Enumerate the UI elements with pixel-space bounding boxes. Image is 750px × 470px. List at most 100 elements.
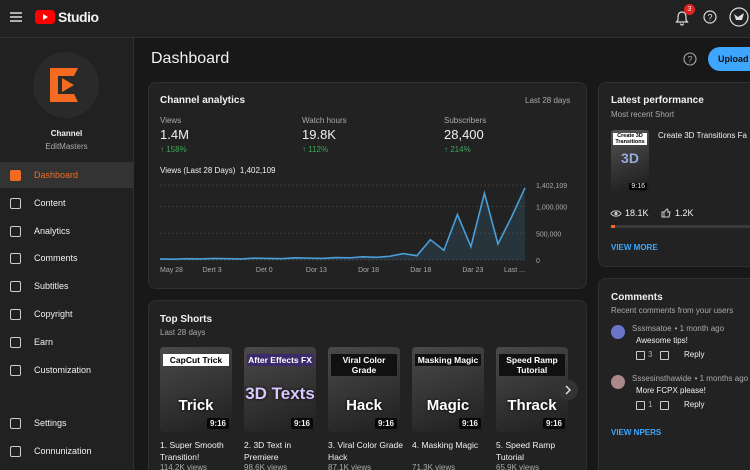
card-title: Channel analytics bbox=[160, 95, 246, 106]
duration: 9:16 bbox=[374, 418, 397, 429]
account-button[interactable] bbox=[729, 7, 749, 27]
nav-item[interactable]: Earn bbox=[0, 329, 133, 355]
like-button[interactable] bbox=[636, 351, 645, 360]
comment-time: • 1 month ago bbox=[674, 324, 725, 333]
thumb-text: Trick bbox=[178, 397, 214, 414]
nav-item[interactable]: Subtitles bbox=[0, 273, 133, 299]
logo-icon[interactable] bbox=[35, 10, 55, 24]
notification-badge: 3 bbox=[684, 4, 695, 15]
nav-icon bbox=[10, 197, 21, 209]
short-views: 65.9K views bbox=[496, 463, 540, 470]
thumb-tag: Speed Ramp Tutorial bbox=[499, 354, 565, 376]
short-thumbnail[interactable]: CapCut Trick Trick 9:16 bbox=[160, 347, 232, 432]
nav-label: Connunization bbox=[34, 446, 92, 456]
nav-item[interactable]: Connunization bbox=[0, 438, 133, 464]
nav-icon bbox=[10, 446, 21, 457]
card-subtitle: Recent comments from your users bbox=[611, 306, 734, 315]
card-subtitle: Most recent Short bbox=[611, 110, 675, 119]
next-button[interactable] bbox=[557, 379, 579, 401]
stat-label: Watch hours bbox=[302, 116, 347, 125]
chart-label: Views (Last 28 Days) bbox=[160, 166, 236, 175]
thumb-tag: Masking Magic bbox=[415, 354, 481, 366]
thumb-text: Magic bbox=[426, 397, 470, 414]
nav-item[interactable]: Customization bbox=[0, 357, 133, 383]
video-title[interactable]: Create 3D Transitions Fa bbox=[658, 131, 747, 140]
comment-header: Sssesinsthawide • 1 months ago bbox=[632, 374, 748, 383]
short-thumbnail[interactable]: Masking Magic Magic 9:16 bbox=[412, 347, 484, 432]
nav-icon bbox=[10, 281, 21, 293]
thumb-text: 3D bbox=[621, 150, 639, 166]
stat-change: ↑ 112% bbox=[302, 145, 329, 154]
nav-label: Comments bbox=[34, 253, 78, 264]
reply-button[interactable]: Reply bbox=[684, 350, 705, 359]
svg-text:?: ? bbox=[707, 13, 712, 23]
help-icon[interactable]: ? bbox=[683, 52, 697, 66]
thumb-tag: After Effects FX bbox=[247, 354, 313, 366]
stat-change: ↑ 158% bbox=[160, 145, 187, 154]
card-title: Latest performance bbox=[611, 95, 704, 106]
nav-label: Settings bbox=[34, 418, 67, 428]
nav-icon bbox=[10, 225, 21, 237]
dislike-button[interactable] bbox=[660, 401, 669, 410]
reply-button[interactable]: Reply bbox=[684, 400, 705, 409]
views-icon bbox=[610, 210, 622, 217]
short-title[interactable]: 3. Viral Color Grade Hack bbox=[328, 440, 403, 462]
channel-avatar[interactable] bbox=[32, 51, 100, 119]
chart-title: Views (Last 28 Days) 1,402,109 bbox=[160, 166, 275, 175]
nav-label: Subtitles bbox=[34, 281, 69, 292]
like-button[interactable] bbox=[636, 401, 645, 410]
comment-avatar bbox=[611, 375, 625, 389]
view-more-link[interactable]: VIEW MORE bbox=[611, 243, 658, 252]
svg-text:?: ? bbox=[687, 55, 692, 65]
comment-likes: 3 bbox=[648, 350, 653, 359]
card-subtitle: Last 28 days bbox=[160, 328, 206, 337]
logo-text[interactable]: Studio bbox=[58, 9, 99, 25]
nav-icon bbox=[10, 364, 21, 376]
page-title: Dashboard bbox=[151, 50, 230, 67]
help-button[interactable]: ? bbox=[703, 10, 717, 24]
nav-label: Dashboard bbox=[34, 170, 79, 180]
comment-author: Sssesinsthawide bbox=[632, 374, 692, 383]
short-title[interactable]: 2. 3D Text in Premiere bbox=[244, 440, 292, 462]
likes-count: 1.2K bbox=[675, 208, 694, 218]
duration: 9:16 bbox=[629, 183, 647, 190]
progress-track bbox=[611, 225, 750, 228]
nav-item[interactable]: Dashboard bbox=[0, 162, 133, 188]
thumb-tag: Viral Color Grade bbox=[331, 354, 397, 376]
latest-thumbnail[interactable]: Create 3D Transitions 3D 9:16 bbox=[611, 130, 649, 192]
nav-item[interactable]: Comments bbox=[0, 245, 133, 271]
nav-icon bbox=[10, 309, 21, 320]
thumb-text: 3D Texts bbox=[245, 384, 315, 403]
comment-likes: 1 bbox=[648, 400, 653, 409]
nav-label: Earn bbox=[34, 336, 54, 347]
nav-item[interactable]: Copyright bbox=[0, 301, 133, 327]
comment-time: • 1 months ago bbox=[694, 374, 749, 383]
upload-button[interactable]: Upload bbox=[708, 47, 750, 71]
short-title[interactable]: 5. Speed Ramp Tutorial bbox=[496, 440, 556, 462]
view-more-link[interactable]: VIEW NPERS bbox=[611, 428, 662, 437]
comment-author: Sssmsatoe bbox=[632, 324, 672, 333]
nav-label: Content bbox=[34, 197, 66, 208]
nav-icon bbox=[10, 170, 21, 181]
nav-item[interactable]: Settings bbox=[0, 410, 133, 436]
duration: 9:16 bbox=[458, 418, 481, 429]
short-views: 114.2K views bbox=[160, 463, 207, 470]
nav-item[interactable]: Analytics bbox=[0, 218, 133, 244]
thumb-tag: CapCut Trick bbox=[163, 354, 229, 366]
stat-label: Subscribers bbox=[444, 116, 487, 125]
stat-value: 1.4M bbox=[160, 127, 189, 142]
dislike-button[interactable] bbox=[660, 351, 669, 360]
nav-label: Analytics bbox=[34, 225, 71, 236]
short-thumbnail[interactable]: Viral Color Grade Hack 9:16 bbox=[328, 347, 400, 432]
menu-button[interactable] bbox=[9, 11, 23, 23]
comment-text: More FCPX please! bbox=[636, 386, 706, 395]
nav-icon bbox=[10, 418, 21, 429]
card-title: Comments bbox=[611, 292, 663, 303]
short-views: 87.1K views bbox=[328, 463, 372, 470]
short-thumbnail[interactable]: Speed Ramp Tutorial Thrack 9:16 bbox=[496, 347, 568, 432]
stat-value: 19.8K bbox=[302, 127, 336, 142]
short-title[interactable]: 1. Super Smooth Transition! bbox=[160, 440, 224, 462]
short-title[interactable]: 4. Masking Magic bbox=[412, 440, 479, 450]
short-thumbnail[interactable]: After Effects FX 3D Texts 9:16 bbox=[244, 347, 316, 432]
nav-item[interactable]: Content bbox=[0, 190, 133, 216]
